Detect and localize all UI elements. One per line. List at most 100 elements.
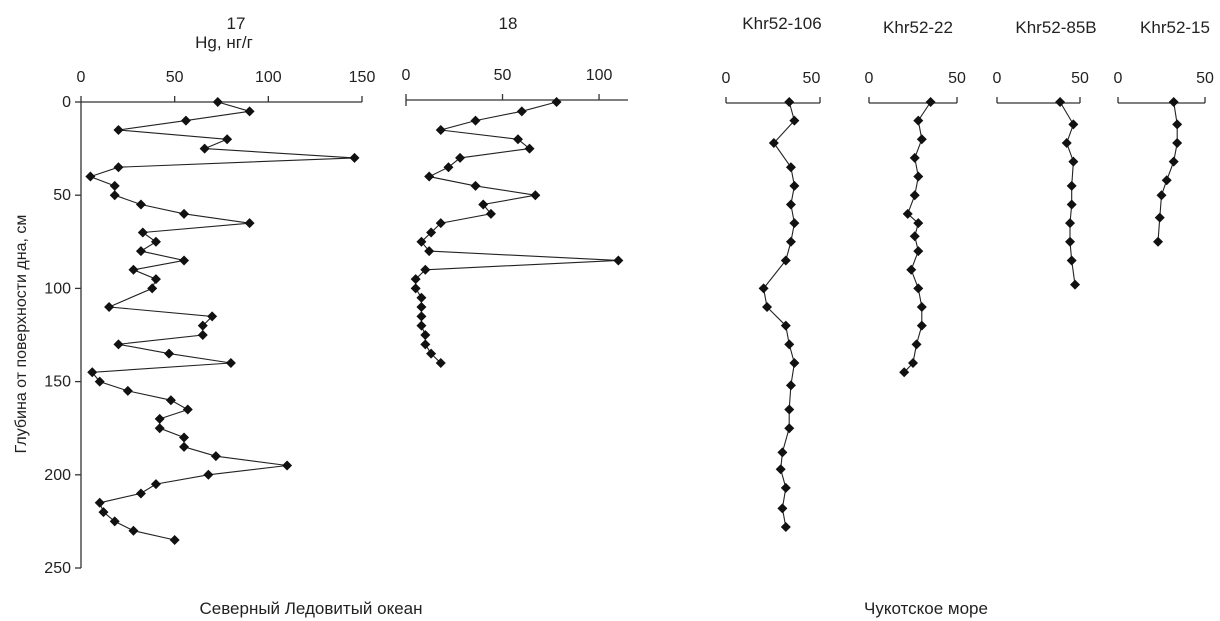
data-point xyxy=(784,97,795,107)
data-point xyxy=(1055,97,1066,107)
data-point xyxy=(1168,156,1179,167)
data-point xyxy=(777,447,788,458)
series-line xyxy=(763,101,796,528)
data-point xyxy=(524,143,535,154)
data-point xyxy=(785,380,796,391)
data-point xyxy=(109,180,120,191)
y-tick-label: 50 xyxy=(53,187,71,204)
data-point xyxy=(426,227,437,238)
data-point xyxy=(1065,236,1076,247)
data-point xyxy=(530,190,541,201)
data-point xyxy=(135,488,146,499)
panel-5: Khr52-85B 0 50 xyxy=(993,18,1097,290)
data-point xyxy=(410,274,421,285)
data-point xyxy=(899,367,910,378)
data-point xyxy=(113,162,124,173)
y-tick-label: 200 xyxy=(44,467,71,484)
data-point xyxy=(913,171,924,182)
data-point xyxy=(780,255,791,266)
data-point xyxy=(512,134,523,145)
data-point xyxy=(1154,212,1165,223)
data-point xyxy=(109,516,120,527)
x-tick-label: 50 xyxy=(1196,70,1214,87)
x-tick-label: 0 xyxy=(1114,70,1123,87)
data-point xyxy=(424,171,435,182)
x-tick-label: 50 xyxy=(1071,70,1089,87)
x-tick-label: 0 xyxy=(402,67,411,84)
data-point xyxy=(87,367,98,378)
series-line xyxy=(88,101,355,541)
group-label-chukchi-sea: Чукотское море xyxy=(864,599,988,618)
x-tick-label: 0 xyxy=(77,69,86,86)
data-point xyxy=(613,255,624,266)
x-tick-label: 0 xyxy=(865,70,874,87)
data-point xyxy=(113,124,124,135)
data-point xyxy=(179,208,190,219)
data-point xyxy=(485,208,496,219)
data-point xyxy=(420,339,431,350)
data-point xyxy=(180,115,191,126)
data-point xyxy=(916,134,927,145)
data-point xyxy=(416,292,427,303)
panel-title: Khr52-15 xyxy=(1140,18,1210,37)
data-point xyxy=(780,521,791,532)
data-point xyxy=(789,180,800,191)
data-point xyxy=(913,246,924,257)
data-point xyxy=(416,236,427,247)
data-point xyxy=(165,395,176,406)
data-point xyxy=(758,283,769,294)
data-point xyxy=(122,385,133,396)
data-point xyxy=(1161,175,1172,186)
data-point xyxy=(109,190,120,201)
data-point xyxy=(85,171,96,182)
x-tick-label: 150 xyxy=(349,69,376,86)
data-point xyxy=(784,339,795,350)
data-point xyxy=(909,231,920,242)
panel-4: Khr52-22 0 50 xyxy=(865,18,966,378)
data-point xyxy=(179,255,190,266)
panel-title: Khr52-85B xyxy=(1015,18,1096,37)
data-point xyxy=(128,525,139,536)
data-point xyxy=(1066,255,1077,266)
data-point xyxy=(104,302,115,313)
data-point xyxy=(150,236,161,247)
data-point xyxy=(916,302,927,313)
data-point xyxy=(435,124,446,135)
data-point xyxy=(135,246,146,257)
data-point xyxy=(443,162,454,173)
data-point xyxy=(762,302,773,313)
data-point xyxy=(128,264,139,275)
y-tick-label: 100 xyxy=(44,280,71,297)
y-axis-label: Глубина от поверхности дна, см xyxy=(13,215,30,454)
data-point xyxy=(909,152,920,163)
data-point xyxy=(212,97,223,107)
panel-title: Khr52-106 xyxy=(742,14,821,33)
x-tick-label: 50 xyxy=(494,67,512,84)
data-point xyxy=(435,218,446,229)
data-point xyxy=(169,535,180,546)
data-point xyxy=(455,152,466,163)
data-point xyxy=(913,218,924,229)
data-point xyxy=(516,106,527,117)
data-point xyxy=(925,97,936,107)
data-point xyxy=(426,348,437,359)
data-point xyxy=(1172,138,1183,149)
data-point xyxy=(199,143,210,154)
data-point xyxy=(780,320,791,331)
data-point xyxy=(203,469,214,480)
data-point xyxy=(94,376,105,387)
data-point xyxy=(222,134,233,145)
data-point xyxy=(784,423,795,434)
data-point xyxy=(789,357,800,368)
data-point xyxy=(911,339,922,350)
y-tick-label: 250 xyxy=(44,560,71,577)
data-point xyxy=(785,199,796,210)
panel-6: Khr52-15 0 50 xyxy=(1114,18,1214,247)
data-point xyxy=(777,503,788,514)
data-point xyxy=(154,423,165,434)
data-point xyxy=(164,348,175,359)
data-point xyxy=(244,106,255,117)
data-point xyxy=(435,357,446,368)
x-tick-label: 50 xyxy=(166,69,184,86)
